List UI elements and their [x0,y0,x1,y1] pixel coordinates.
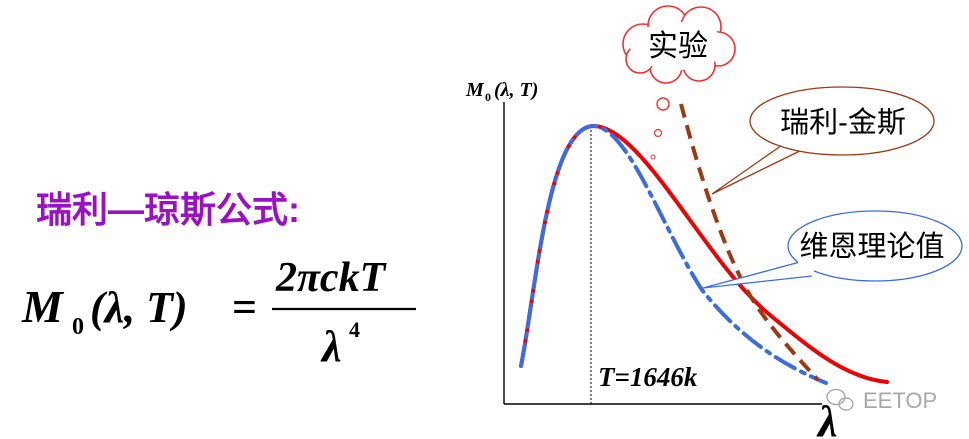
wien-bubble-tail [702,261,813,289]
experiment-callout: 实验 [622,5,736,160]
y-axis-subscript: 0 [485,90,491,104]
watermark: EETOP [826,388,937,413]
wien-curve [519,123,828,385]
formula-section: 瑞利—琼斯公式: M 0 (λ, T) = 2πckT λ 4 [21,189,416,371]
formula-denominator-exponent: 4 [349,317,360,342]
rayleigh-jeans-bubble-patch [784,139,814,147]
formula-lhs-symbol: M [21,281,65,332]
rayleigh-jeans-callout-label: 瑞利-金斯 [780,106,906,139]
wien-bubble [787,210,963,282]
cloud-fill [630,22,726,70]
radiation-chart: M 0 (λ, T) λ T=1646k [465,79,889,439]
wien-callout: 维恩理论值 [702,210,963,289]
y-axis-label: M [465,79,485,101]
y-axis-args: (λ, T) [494,79,538,101]
formula-lhs-args: (λ, T) [90,283,188,332]
temperature-label: T=1646k [598,362,698,392]
formula-equals: = [232,283,257,332]
cloud-trail-dot-large [656,97,670,111]
formula-title: 瑞利—琼斯公式: [36,189,300,230]
x-axis-label: λ [816,397,838,439]
wechat-icon [826,388,854,411]
cloud-trail-dot-small [650,154,656,160]
watermark-text: EETOP [863,388,937,413]
experiment-callout-label: 实验 [648,30,708,63]
formula-lhs-subscript: 0 [72,314,84,340]
cloud-trail-dot-medium [653,128,663,138]
rayleigh-jeans-bubble-tail [711,142,813,195]
rayleigh-jeans-callout: 瑞利-金斯 [711,86,935,195]
rayleigh-jeans-bubble [749,86,935,156]
wien-bubble-patch [798,259,814,275]
wien-callout-label: 维恩理论值 [799,230,944,263]
formula-numerator: 2πckT [275,255,388,301]
formula-denominator-base: λ [320,322,342,371]
rayleigh-jeans-curve [679,103,820,382]
